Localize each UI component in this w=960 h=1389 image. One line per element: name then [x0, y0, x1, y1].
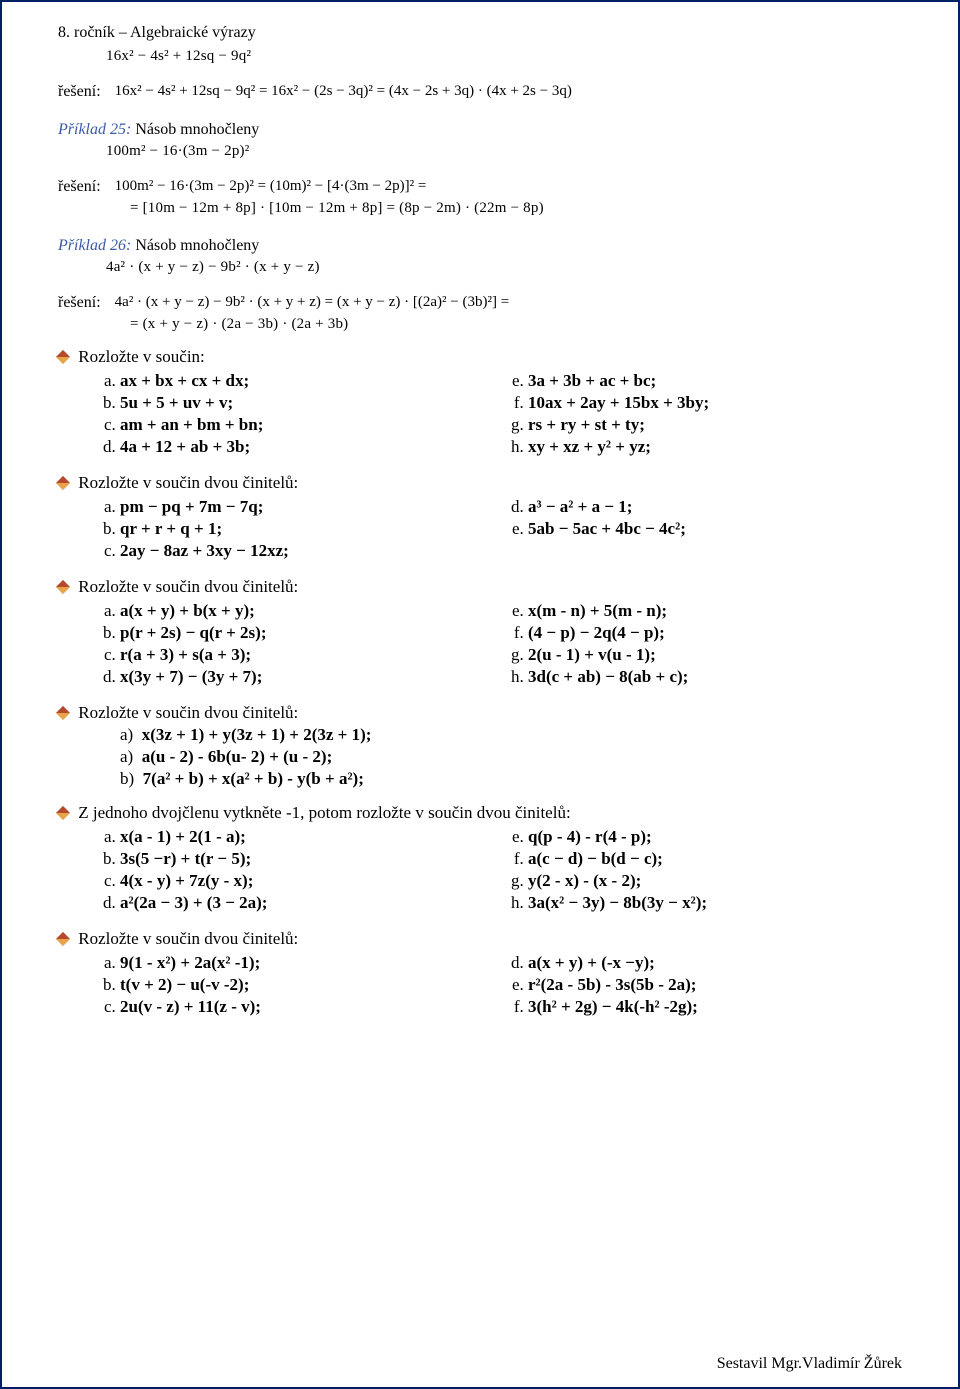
reseni-label-2: řešení: 100m² − 16·(3m − 2p)² = (10m)² −… — [58, 178, 910, 196]
list-item: a(x + y) + b(x + y); — [120, 601, 502, 621]
expr-top: 16x² − 4s² + 12sq − 9q² — [106, 48, 910, 65]
list-item: 9(1 - x²) + 2a(x² -1); — [120, 953, 502, 973]
list-item: 5u + 5 + uv + v; — [120, 393, 502, 413]
priklad26-tail: Násob mnohočleny — [131, 237, 259, 254]
sec6-title-line: Rozložte v součin dvou činitelů: — [58, 929, 910, 949]
list-item: x(3y + 7) − (3y + 7); — [120, 667, 502, 687]
list-item: 4a + 12 + ab + 3b; — [120, 437, 502, 457]
list-item: r(a + 3) + s(a + 3); — [120, 645, 502, 665]
sec3-title-line: Rozložte v součin dvou činitelů: — [58, 577, 910, 597]
list-item: pm − pq + 7m − 7q; — [120, 497, 502, 517]
list-item: 3a(x² − 3y) − 8b(3y − x²); — [528, 893, 910, 913]
sec6-title: Rozložte v součin dvou činitelů: — [78, 929, 298, 948]
list-item: 3a + 3b + ac + bc; — [528, 371, 910, 391]
expr-26: 4a² · (x + y − z) − 9b² · (x + y − z) — [106, 259, 910, 276]
list-marker: b) — [120, 769, 134, 788]
sec2-title: Rozložte v součin dvou činitelů: — [78, 473, 298, 492]
list-item: 3s(5 −r) + t(r − 5); — [120, 849, 502, 869]
sec3-title: Rozložte v součin dvou činitelů: — [78, 577, 298, 596]
reseni-word-3: řešení: — [58, 294, 101, 311]
list-item: ax + bx + cx + dx; — [120, 371, 502, 391]
list-item: x(a - 1) + 2(1 - a); — [120, 827, 502, 847]
reseni2-line1: 100m² − 16·(3m − 2p)² = (10m)² − [4·(3m … — [115, 178, 427, 195]
diamond-icon — [58, 352, 68, 362]
list-item: 2(u - 1) + v(u - 1); — [528, 645, 910, 665]
list-item: rs + ry + st + ty; — [528, 415, 910, 435]
list-item: 3(h² + 2g) − 4k(-h² -2g); — [528, 997, 910, 1017]
priklad-26-label: Příklad 26: Násob mnohočleny — [58, 237, 910, 255]
list-item: am + an + bm + bn; — [120, 415, 502, 435]
reseni-label-1: řešení: 16x² − 4s² + 12sq − 9q² = 16x² −… — [58, 83, 910, 101]
sec1-title: Rozložte v součin: — [78, 347, 205, 366]
list-item: xy + xz + y² + yz; — [528, 437, 910, 457]
sec5-title: Z jednoho dvojčlenu vytkněte -1, potom r… — [78, 803, 570, 822]
list-item: 2ay − 8az + 3xy − 12xz; — [120, 541, 502, 561]
list-item: y(2 - x) - (x - 2); — [528, 871, 910, 891]
list-item: a²(2a − 3) + (3 − 2a); — [120, 893, 502, 913]
list-item: (4 − p) − 2q(4 − p); — [528, 623, 910, 643]
list-item: p(r + 2s) − q(r + 2s); — [120, 623, 502, 643]
list-item: qr + r + q + 1; — [120, 519, 502, 539]
diamond-icon — [58, 478, 68, 488]
reseni2-line2: = [10m − 12m + 8p] · [10m − 12m + 8p] = … — [130, 200, 910, 217]
list-marker: a) — [120, 725, 133, 744]
sec4-title-line: Rozložte v součin dvou činitelů: — [58, 703, 910, 723]
reseni-word: řešení: — [58, 83, 101, 100]
list-item: 10ax + 2ay + 15bx + 3by; — [528, 393, 910, 413]
reseni-word-2: řešení: — [58, 178, 101, 195]
list-item: 2u(v - z) + 11(z - v); — [120, 997, 502, 1017]
sec4-title: Rozložte v součin dvou činitelů: — [78, 703, 298, 722]
list-item: q(p - 4) - r(4 - p); — [528, 827, 910, 847]
list-item: a(x + y) + (-x −y); — [528, 953, 910, 973]
list-item: r²(2a - 5b) - 3s(5b - 2a); — [528, 975, 910, 995]
sec2-title-line: Rozložte v součin dvou činitelů: — [58, 473, 910, 493]
expr-25: 100m² − 16·(3m − 2p)² — [106, 143, 910, 160]
list-item: a) x(3z + 1) + y(3z + 1) + 2(3z + 1); — [120, 725, 910, 745]
list-item: 5ab − 5ac + 4bc − 4c²; — [528, 519, 910, 539]
diamond-icon — [58, 934, 68, 944]
list-item: x(m - n) + 5(m - n); — [528, 601, 910, 621]
page-header: 8. ročník – Algebraické výrazy — [58, 24, 910, 42]
sec1-title-line: Rozložte v součin: — [58, 347, 910, 367]
list-item: 4(x - y) + 7z(y - x); — [120, 871, 502, 891]
list-item: b) 7(a² + b) + x(a² + b) - y(b + a²); — [120, 769, 910, 789]
diamond-icon — [58, 708, 68, 718]
list-item: 3d(c + ab) − 8(ab + c); — [528, 667, 910, 687]
diamond-icon — [58, 808, 68, 818]
page-footer: Sestavil Mgr.Vladimír Žůrek — [717, 1355, 902, 1373]
reseni3-line2: = (x + y − z) · (2a − 3b) · (2a + 3b) — [130, 316, 910, 333]
priklad25-num: Příklad 25: — [58, 121, 131, 138]
list-item: a³ − a² + a − 1; — [528, 497, 910, 517]
reseni3-line1: 4a² · (x + y − z) − 9b² · (x + y + z) = … — [115, 294, 510, 311]
priklad26-num: Příklad 26: — [58, 237, 131, 254]
list-item: t(v + 2) − u(-v -2); — [120, 975, 502, 995]
diamond-icon — [58, 582, 68, 592]
priklad-25-label: Příklad 25: Násob mnohočleny — [58, 121, 910, 139]
reseni-label-3: řešení: 4a² · (x + y − z) − 9b² · (x + y… — [58, 294, 910, 312]
sec5-title-line: Z jednoho dvojčlenu vytkněte -1, potom r… — [58, 803, 910, 823]
list-marker: a) — [120, 747, 133, 766]
priklad25-tail: Násob mnohočleny — [131, 121, 259, 138]
list-item: a) a(u - 2) - 6b(u- 2) + (u - 2); — [120, 747, 910, 767]
list-item: a(c − d) − b(d − c); — [528, 849, 910, 869]
reseni1-expr: 16x² − 4s² + 12sq − 9q² = 16x² − (2s − 3… — [115, 83, 572, 100]
